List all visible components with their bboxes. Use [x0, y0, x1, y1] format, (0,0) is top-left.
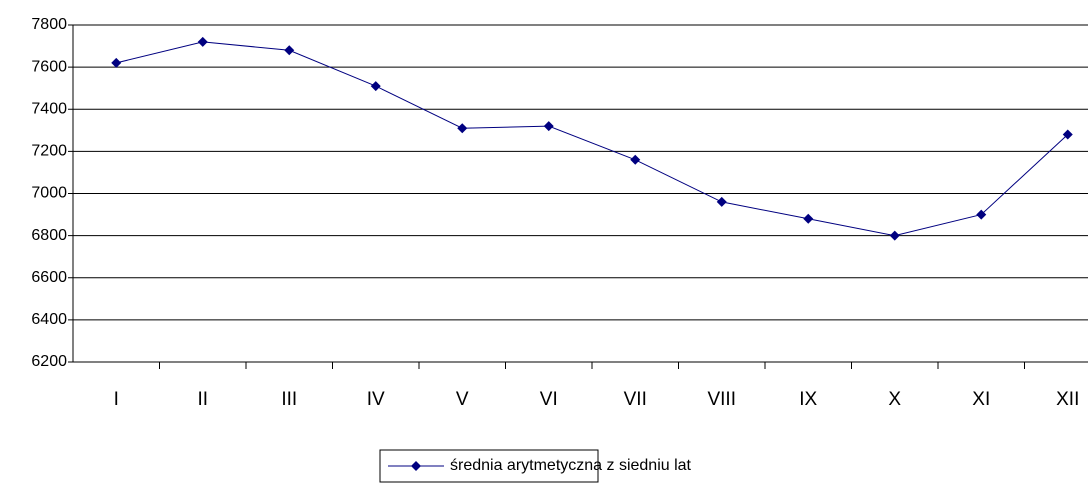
x-tick-label: X [888, 389, 901, 410]
y-tick-label: 7200 [31, 143, 67, 160]
marker [630, 154, 641, 165]
x-tick-label: XI [972, 389, 990, 410]
x-tick-label: III [281, 389, 297, 410]
marker [411, 461, 421, 471]
marker [543, 121, 554, 132]
series [111, 36, 1073, 241]
marker [197, 36, 208, 47]
x-tick-label: VII [624, 389, 647, 410]
y-tick-label: 6200 [31, 353, 67, 370]
y-tick-label: 6400 [31, 311, 67, 328]
marker [803, 213, 814, 224]
marker [1062, 129, 1073, 140]
legend: średnia arytmetyczna z siedniu lat [379, 449, 692, 483]
marker [111, 57, 122, 68]
x-tick-label: I [114, 389, 119, 410]
legend-label: średnia arytmetyczna z siedniu lat [450, 457, 692, 474]
y-tick-label: 7400 [31, 100, 67, 117]
x-tick-label: XII [1056, 389, 1079, 410]
marker [457, 123, 468, 134]
y-tick-label: 6800 [31, 227, 67, 244]
x-tick-label: V [456, 389, 469, 410]
marker [716, 196, 727, 207]
x-tick-label: IX [799, 389, 817, 410]
line [116, 41, 1069, 237]
y-tick-label: 6600 [31, 269, 67, 286]
marker [370, 81, 381, 92]
y-tick-label: 7600 [31, 58, 67, 75]
x-tick-label: VI [540, 389, 558, 410]
marker [284, 45, 295, 56]
x-tick-label: VIII [707, 389, 736, 410]
x-tick-label: II [197, 389, 208, 410]
marker [889, 230, 900, 241]
x-tick-label: IV [367, 389, 385, 410]
y-tick-label: 7800 [31, 16, 67, 33]
marker [976, 209, 987, 220]
y-tick-label: 7000 [31, 185, 67, 202]
